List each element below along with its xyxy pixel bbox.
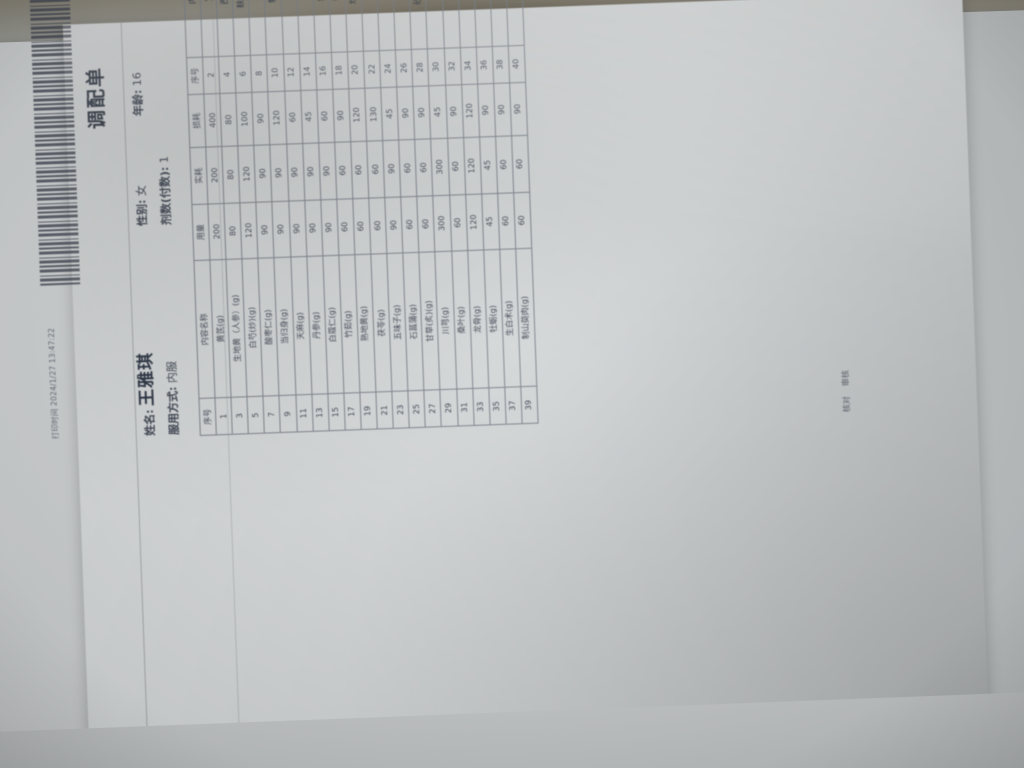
row-number-left: 35 xyxy=(488,387,506,425)
ingredient-loss-left: 90 xyxy=(477,83,496,138)
row-number-left: 19 xyxy=(359,392,378,430)
ingredient-loss-left: 90 xyxy=(412,85,432,140)
patient-age-label: 年龄: xyxy=(131,89,146,117)
row-number-left: 33 xyxy=(472,388,490,426)
ingredient-qty-left: 60 xyxy=(513,191,532,249)
row-number-left: 21 xyxy=(375,391,394,429)
row-number-right: 12 xyxy=(282,53,301,91)
row-number-left: 9 xyxy=(279,395,297,433)
row-number-right: 26 xyxy=(395,49,413,87)
ingredient-loss-left: 60 xyxy=(316,88,335,144)
print-timestamp-value: 2024/1/27 13:47:22 xyxy=(46,327,59,407)
ingredient-loss-left: 90 xyxy=(332,88,351,143)
ingredient-loss-left: 45 xyxy=(429,84,448,139)
ingredient-used-left: 60 xyxy=(511,135,530,193)
row-number-left: 27 xyxy=(424,389,442,428)
ingredient-loss-left: 400 xyxy=(203,93,222,148)
ingredient-loss-left: 120 xyxy=(348,87,367,142)
row-number-right: 32 xyxy=(443,47,462,85)
print-timestamp-label: 打印时间 xyxy=(49,408,60,440)
row-number-left: 39 xyxy=(520,386,539,424)
ingredient-loss-left: 90 xyxy=(252,91,271,146)
administration-label: 服用方式: xyxy=(166,386,181,436)
patient-sex-label: 性别: xyxy=(135,199,150,227)
ingredient-table: 序号 内容名称 用量 实耗 损耗 序号 内容名称 用量 实耗 损耗 xyxy=(175,0,539,436)
ingredient-loss-left: 100 xyxy=(236,91,255,147)
row-number-right: 14 xyxy=(299,52,317,91)
row-number-left: 37 xyxy=(504,387,523,425)
row-number-right: 2 xyxy=(202,56,221,94)
row-number-left: 13 xyxy=(311,394,330,432)
row-number-left: 29 xyxy=(440,389,458,427)
col-name-right: 内容名称 xyxy=(181,0,203,58)
ingredient-loss-left: 45 xyxy=(300,89,319,144)
document-content: 打印时间 2024/1/27 13:47:22 调配单 姓名: 王雅琪 性别: … xyxy=(16,0,912,456)
row-number-right: 4 xyxy=(218,55,237,94)
row-number-right: 30 xyxy=(427,48,446,86)
row-number-right: 40 xyxy=(508,45,526,83)
row-number-left: 17 xyxy=(343,392,362,431)
row-number-left: 5 xyxy=(247,396,265,434)
patient-name-label: 姓名: xyxy=(142,409,157,437)
prescription-sheet: 打印时间 2024/1/27 13:47:22 调配单 姓名: 王雅琪 性别: … xyxy=(29,0,990,767)
ingredient-loss-left: 120 xyxy=(461,83,480,138)
ingredient-loss-left: 90 xyxy=(396,85,415,141)
patient-sex-value: 女 xyxy=(134,184,149,197)
ingredient-table-body: 1黄芪(g)2002004002党参(g)400400903生地黄（人参）(g)… xyxy=(191,0,539,435)
row-number-right: 6 xyxy=(234,55,253,93)
row-number-right: 24 xyxy=(379,49,397,88)
row-number-left: 7 xyxy=(263,395,281,434)
footer-audit-label: 审核 xyxy=(840,369,851,387)
row-number-right: 20 xyxy=(347,51,365,89)
row-number-left: 11 xyxy=(295,394,313,432)
row-number-right: 8 xyxy=(250,54,269,92)
print-timestamp: 打印时间 2024/1/27 13:47:22 xyxy=(46,328,61,440)
row-number-right: 22 xyxy=(363,50,381,88)
row-number-right: 18 xyxy=(331,51,349,89)
ingredient-table-wrapper: 序号 内容名称 用量 实耗 损耗 序号 内容名称 用量 实耗 损耗 xyxy=(175,0,539,436)
ingredient-loss-left: 120 xyxy=(268,90,287,145)
patient-age-value: 16 xyxy=(130,71,145,87)
footer-check-label: 核对 xyxy=(841,396,852,413)
administration-field: 服用方式: 内服 xyxy=(158,225,182,435)
patient-age-field: 年龄: 16 xyxy=(126,0,146,116)
patient-name-value: 王雅琪 xyxy=(135,351,158,407)
row-number-left: 1 xyxy=(215,397,233,435)
col-loss-left: 损耗 xyxy=(187,93,206,148)
footer-signature: 核对 审核 xyxy=(840,370,853,413)
row-number-left: 3 xyxy=(231,397,249,435)
row-number-left: 15 xyxy=(327,393,346,431)
col-no-right: 序号 xyxy=(186,56,204,95)
ingredient-loss-left: 45 xyxy=(380,86,399,141)
patient-name-field: 姓名: 王雅琪 xyxy=(126,226,159,437)
row-number-left: 31 xyxy=(456,388,474,427)
row-number-right: 36 xyxy=(475,46,494,84)
row-number-right: 34 xyxy=(459,46,478,85)
row-number-right: 10 xyxy=(266,54,285,92)
ingredient-loss-left: 90 xyxy=(493,82,512,137)
row-number-right: 16 xyxy=(315,52,333,90)
col-no-left: 序号 xyxy=(199,398,217,436)
ingredient-loss-left: 130 xyxy=(364,87,383,142)
row-number-left: 25 xyxy=(408,390,426,428)
barcode-image xyxy=(29,0,81,286)
dose-count-value: 1 xyxy=(157,155,171,164)
row-number-right: 28 xyxy=(411,48,430,86)
ingredient-loss-left: 60 xyxy=(284,90,303,145)
ingredient-loss-left: 90 xyxy=(509,81,528,137)
row-number-left: 23 xyxy=(392,391,410,429)
ingredient-loss-left: 90 xyxy=(445,84,464,139)
ingredient-loss-left: 80 xyxy=(220,92,239,147)
row-number-right: 38 xyxy=(492,45,510,84)
patient-sex-field: 性别: 女 xyxy=(130,116,150,227)
dose-count-label: 剂数(付数): xyxy=(157,166,174,226)
dose-count-field: 剂数(付数): 1 xyxy=(150,0,174,225)
administration-value: 内服 xyxy=(165,360,179,384)
